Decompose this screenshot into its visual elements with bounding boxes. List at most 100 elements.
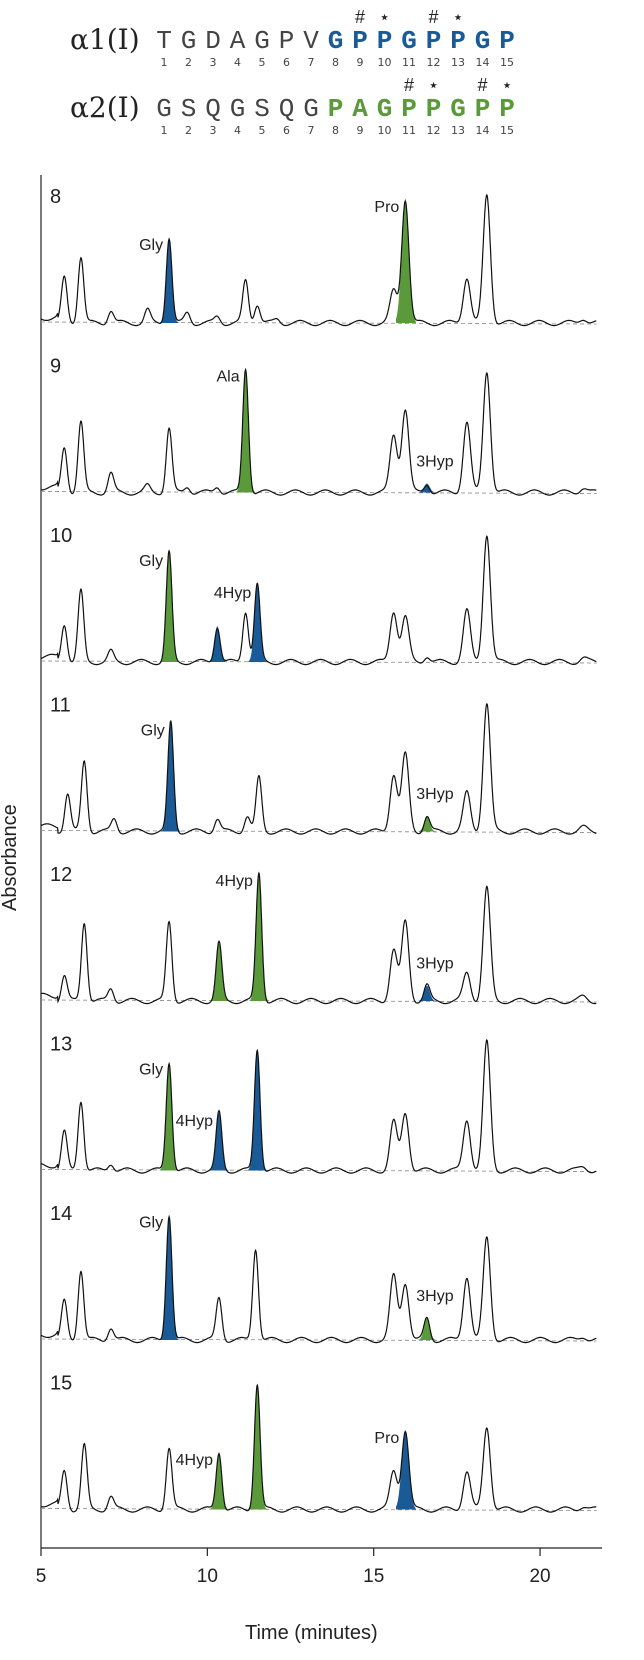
peak-label: 4Hyp: [176, 1113, 213, 1130]
peak-label: Pro: [374, 1430, 399, 1447]
highlighted-peak-green: [249, 873, 270, 1001]
residue: P: [499, 26, 515, 56]
peak-label: 3Hyp: [416, 786, 453, 803]
residue-number: 14: [475, 56, 490, 69]
residue-number: 4: [234, 124, 241, 137]
peak-label: 3Hyp: [416, 956, 453, 973]
highlighted-peak-blue: [247, 1048, 268, 1171]
residue-number: 11: [402, 124, 416, 137]
x-tick-label: 15: [363, 1566, 384, 1587]
baseline: [40, 830, 597, 833]
cycle-label: 11: [50, 695, 71, 717]
residue-number: 2: [185, 56, 192, 69]
residue-number: 9: [356, 124, 364, 137]
residue: G: [180, 26, 197, 56]
highlighted-peak-green: [236, 368, 257, 493]
cycle-label: 9: [50, 356, 61, 378]
x-tick-label: 5: [36, 1566, 47, 1587]
residue: G: [303, 94, 319, 124]
baseline: [40, 1338, 597, 1342]
residue: G: [401, 26, 417, 56]
trace-line: [40, 1383, 597, 1513]
trace-line: [40, 1038, 597, 1174]
baseline: [40, 999, 597, 1003]
x-tick-label: 20: [529, 1566, 550, 1587]
residue-number: 8: [332, 56, 339, 69]
baseline: [40, 1169, 597, 1172]
cycle-label: 10: [50, 525, 72, 547]
hash-mark: #: [428, 7, 439, 27]
residue-number: 7: [307, 124, 315, 137]
highlighted-peak-blue: [159, 1214, 180, 1340]
residue-number: 13: [451, 56, 465, 69]
residue: G: [327, 26, 344, 56]
cycle-label: 14: [50, 1203, 72, 1225]
baseline: [40, 491, 597, 494]
trace-line: [40, 193, 597, 327]
star-mark: ⋆: [452, 7, 464, 27]
sequence-row: α1(I) T 1 G 2 D 3 A 4 G 5 P 6 V 7 G 8 P 9 # P 10 ⋆ G 11 P 12 # P 13 ⋆ G…: [0, 8, 644, 70]
residue-number: 6: [283, 124, 290, 137]
residue: P: [376, 26, 393, 56]
residue-number: 5: [258, 124, 266, 137]
baseline: [40, 1508, 597, 1511]
star-mark: ⋆: [501, 75, 513, 95]
residue: Q: [278, 94, 295, 124]
residue-number: 6: [283, 56, 290, 69]
hash-mark: #: [477, 75, 488, 95]
residue: P: [401, 94, 417, 124]
residue: G: [376, 94, 393, 124]
trace-line: [40, 535, 597, 666]
residue-number: 11: [402, 56, 416, 69]
residue: D: [205, 26, 221, 56]
residue-number: 10: [377, 124, 392, 137]
peak-label: Gly: [139, 553, 163, 570]
x-axis-label: Time (minutes): [245, 1622, 378, 1644]
residue: G: [474, 26, 491, 56]
highlighted-peak-green: [209, 943, 230, 1001]
cycle-label: 8: [50, 186, 61, 208]
residue-number: 9: [356, 56, 364, 69]
baseline: [40, 660, 597, 664]
highlighted-peak-green: [396, 198, 416, 323]
peak-label: Pro: [374, 199, 399, 216]
hash-mark: #: [403, 75, 414, 95]
residue: P: [425, 94, 442, 124]
peak-label: 4Hyp: [216, 873, 253, 890]
trace-line: [41, 367, 597, 496]
residue: P: [352, 26, 368, 56]
residue-number: 15: [500, 56, 514, 69]
highlighted-peak-green: [417, 1318, 438, 1340]
residue: P: [278, 26, 295, 56]
residue-number: 14: [475, 124, 490, 137]
residue-number: 2: [185, 124, 192, 137]
peak-label: 3Hyp: [416, 454, 453, 471]
highlighted-peak-blue: [209, 1112, 230, 1171]
residue-number: 4: [234, 56, 241, 69]
residue: S: [254, 94, 270, 124]
peak-label: 4Hyp: [214, 585, 251, 602]
residue: G: [450, 94, 466, 124]
baseline: [40, 321, 597, 325]
residue-number: 1: [160, 56, 168, 69]
trace-line: [40, 1215, 597, 1344]
peak-label: Gly: [139, 1062, 163, 1079]
residue: A: [352, 94, 368, 124]
residue-number: 3: [209, 56, 217, 69]
residue: P: [499, 94, 515, 124]
residue-number: 13: [451, 124, 465, 137]
residue: G: [254, 26, 270, 56]
star-mark: ⋆: [378, 7, 391, 27]
residue: G: [156, 94, 172, 124]
residue-number: 7: [307, 56, 315, 69]
residue: V: [303, 26, 319, 56]
cycle-label: 12: [50, 864, 72, 886]
residue-number: 10: [377, 56, 392, 69]
peak-label: Ala: [216, 368, 239, 385]
chain-label: α2(I): [70, 91, 140, 124]
sequence-row: α2(I) G 1 S 2 Q 3 G 4 S 5 Q 6 G 7 P 8 A 9 G 10 P 11 # P 12 ⋆ G 13 P 14…: [0, 76, 644, 138]
peak-label: Gly: [141, 723, 165, 740]
residue-number: 3: [209, 124, 217, 137]
